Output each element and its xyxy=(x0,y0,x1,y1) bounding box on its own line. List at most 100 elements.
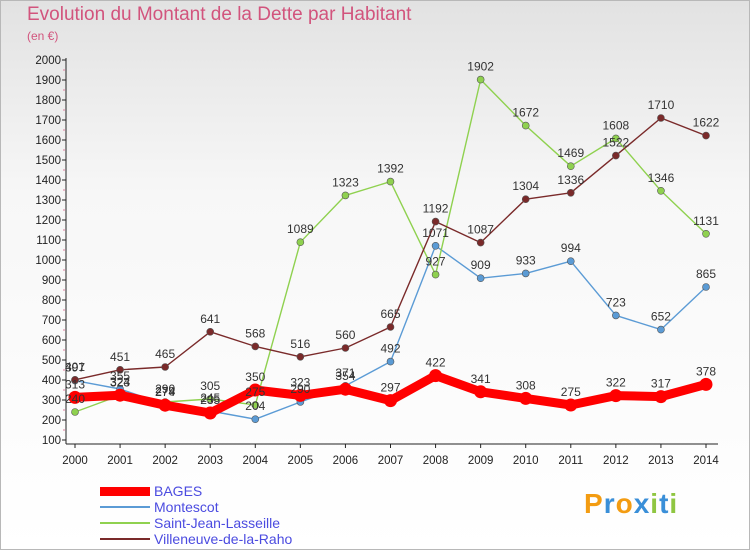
data-point xyxy=(71,375,79,384)
data-label: 1071 xyxy=(422,226,449,240)
x-tick-label: 2007 xyxy=(378,455,404,467)
legend-label: Villeneuve-de-la-Raho xyxy=(154,531,293,547)
data-label: 397 xyxy=(65,361,85,375)
data-label: 1469 xyxy=(557,146,584,160)
data-point xyxy=(68,390,82,404)
data-label: 323 xyxy=(110,375,130,389)
data-point xyxy=(476,75,485,84)
data-label: 492 xyxy=(380,342,400,356)
proxiti-logo: Proxiti xyxy=(584,488,679,519)
legend-swatch xyxy=(100,522,150,524)
data-point xyxy=(566,162,575,170)
y-tick-label: 800 xyxy=(42,295,61,307)
data-label: 313 xyxy=(65,377,85,391)
data-label: 401 xyxy=(65,360,85,374)
x-tick-label: 2005 xyxy=(288,455,314,467)
data-label: 422 xyxy=(426,356,446,370)
data-label: 240 xyxy=(65,392,85,406)
legend-label: BAGES xyxy=(154,483,203,499)
y-tick-label: 700 xyxy=(42,315,61,327)
data-label: 1089 xyxy=(287,222,314,236)
x-tick-label: 2004 xyxy=(242,455,268,467)
data-point xyxy=(657,187,665,195)
data-point xyxy=(251,415,260,424)
y-tick-label: 600 xyxy=(42,335,61,347)
data-point xyxy=(386,357,395,366)
legend-label: Montescot xyxy=(154,499,219,515)
x-tick-label: 2006 xyxy=(333,455,359,467)
data-point xyxy=(384,394,397,408)
y-tick-label: 100 xyxy=(42,435,61,447)
data-label: 341 xyxy=(471,372,491,386)
data-label: 933 xyxy=(516,253,536,267)
data-label: 927 xyxy=(426,255,446,269)
data-label: 560 xyxy=(335,328,355,342)
x-tick-label: 2000 xyxy=(62,455,88,467)
data-point xyxy=(521,195,530,203)
data-label: 275 xyxy=(245,385,265,399)
data-point xyxy=(476,238,485,247)
data-point xyxy=(338,382,352,396)
data-point xyxy=(699,377,713,391)
data-point xyxy=(702,230,710,238)
data-point xyxy=(519,391,533,405)
data-label: 465 xyxy=(155,347,175,361)
data-label: 665 xyxy=(380,307,400,321)
data-point xyxy=(521,269,530,278)
data-label: 909 xyxy=(471,258,491,272)
x-tick-label: 2008 xyxy=(423,455,449,467)
series-lines xyxy=(68,75,713,424)
data-label: 1608 xyxy=(603,118,630,132)
y-tick-label: 1300 xyxy=(35,195,61,207)
y-tick-label: 400 xyxy=(42,375,61,387)
data-label: 994 xyxy=(561,241,581,255)
data-label: 245 xyxy=(200,391,220,405)
y-tick-label: 1700 xyxy=(35,115,61,127)
data-label: 290 xyxy=(290,382,310,396)
data-point xyxy=(431,270,440,279)
data-point xyxy=(158,398,172,412)
data-point xyxy=(612,134,620,143)
data-point xyxy=(206,395,215,403)
data-point xyxy=(564,398,578,412)
y-tick-label: 1200 xyxy=(35,215,61,227)
data-label: 371 xyxy=(335,366,355,380)
data-label: 204 xyxy=(245,399,265,413)
data-label: 1902 xyxy=(467,60,494,74)
data-point xyxy=(113,388,127,402)
data-point xyxy=(341,344,350,352)
data-point xyxy=(248,383,262,397)
data-point xyxy=(296,352,305,361)
data-point xyxy=(386,323,395,331)
x-tick-label: 2012 xyxy=(603,455,629,467)
legend-swatch xyxy=(100,506,150,508)
data-point xyxy=(429,369,443,383)
data-point xyxy=(521,121,530,130)
data-point xyxy=(71,408,79,416)
data-label: 355 xyxy=(110,369,130,383)
data-label: 1522 xyxy=(603,136,630,150)
data-label: 305 xyxy=(200,379,220,393)
data-label: 1622 xyxy=(693,116,720,130)
data-point xyxy=(702,131,710,140)
x-tick-label: 2001 xyxy=(107,455,133,467)
data-label: 324 xyxy=(110,375,130,389)
y-tick-label: 500 xyxy=(42,355,61,367)
data-label: 1304 xyxy=(512,179,539,193)
data-label: 378 xyxy=(696,364,716,378)
data-label: 641 xyxy=(200,312,220,326)
data-point xyxy=(116,365,124,374)
data-point xyxy=(251,401,260,409)
data-point xyxy=(702,283,710,291)
legend-label: Saint-Jean-Lasseille xyxy=(154,515,281,531)
x-tick-label: 2014 xyxy=(693,455,719,467)
data-label: 275 xyxy=(561,385,581,399)
x-tick-label: 2011 xyxy=(558,455,583,467)
data-labels: 313 324 274 235 350 323 354 297 422 341 308 275 322 3… xyxy=(65,60,720,414)
y-tick-label: 200 xyxy=(42,415,61,427)
data-point xyxy=(251,342,260,351)
data-point xyxy=(474,385,488,399)
axes: 100 200 300 400 500 600 700 800 900 1000 1100 1200 1… xyxy=(35,55,719,467)
